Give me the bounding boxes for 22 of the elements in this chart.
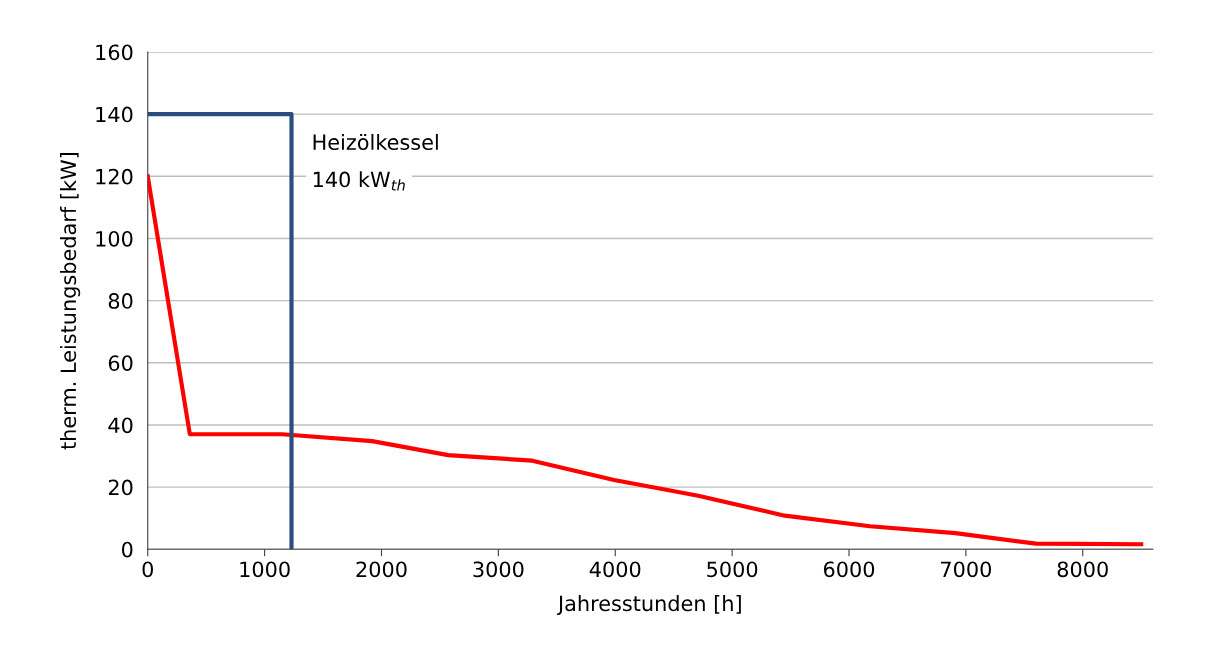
y-tick-label: 60 bbox=[108, 355, 133, 371]
x-tick-label: 1000 bbox=[240, 561, 290, 578]
x-tick-label: 5000 bbox=[707, 561, 758, 578]
x-tick-label: 4000 bbox=[589, 561, 641, 578]
x-tick-label: 6000 bbox=[823, 561, 875, 578]
x-tick-label: 2000 bbox=[356, 561, 407, 578]
y-tick-label: 100 bbox=[96, 230, 133, 247]
y-tick-label: 40 bbox=[108, 417, 133, 434]
x-axis-title: Jahresstunden [h] bbox=[556, 595, 741, 616]
y-tick-label: 160 bbox=[96, 44, 133, 61]
y-tick-label: 120 bbox=[96, 168, 133, 185]
y-tick-label: 140 bbox=[96, 106, 133, 123]
x-tick-label: 3000 bbox=[473, 561, 524, 578]
x-tick-label: 7000 bbox=[941, 561, 991, 578]
annotation: Heizölkessel bbox=[313, 133, 438, 151]
y-tick-label: 20 bbox=[108, 479, 133, 496]
annotation: 140 kW$_{th}$ bbox=[313, 171, 405, 191]
y-axis-title: therm. Leistungsbedarf [kW] bbox=[60, 153, 81, 450]
x-tick-label: 0 bbox=[142, 561, 153, 578]
y-tick-label: 0 bbox=[121, 541, 133, 558]
x-tick-label: 8000 bbox=[1057, 561, 1108, 578]
y-tick-label: 80 bbox=[108, 293, 133, 309]
